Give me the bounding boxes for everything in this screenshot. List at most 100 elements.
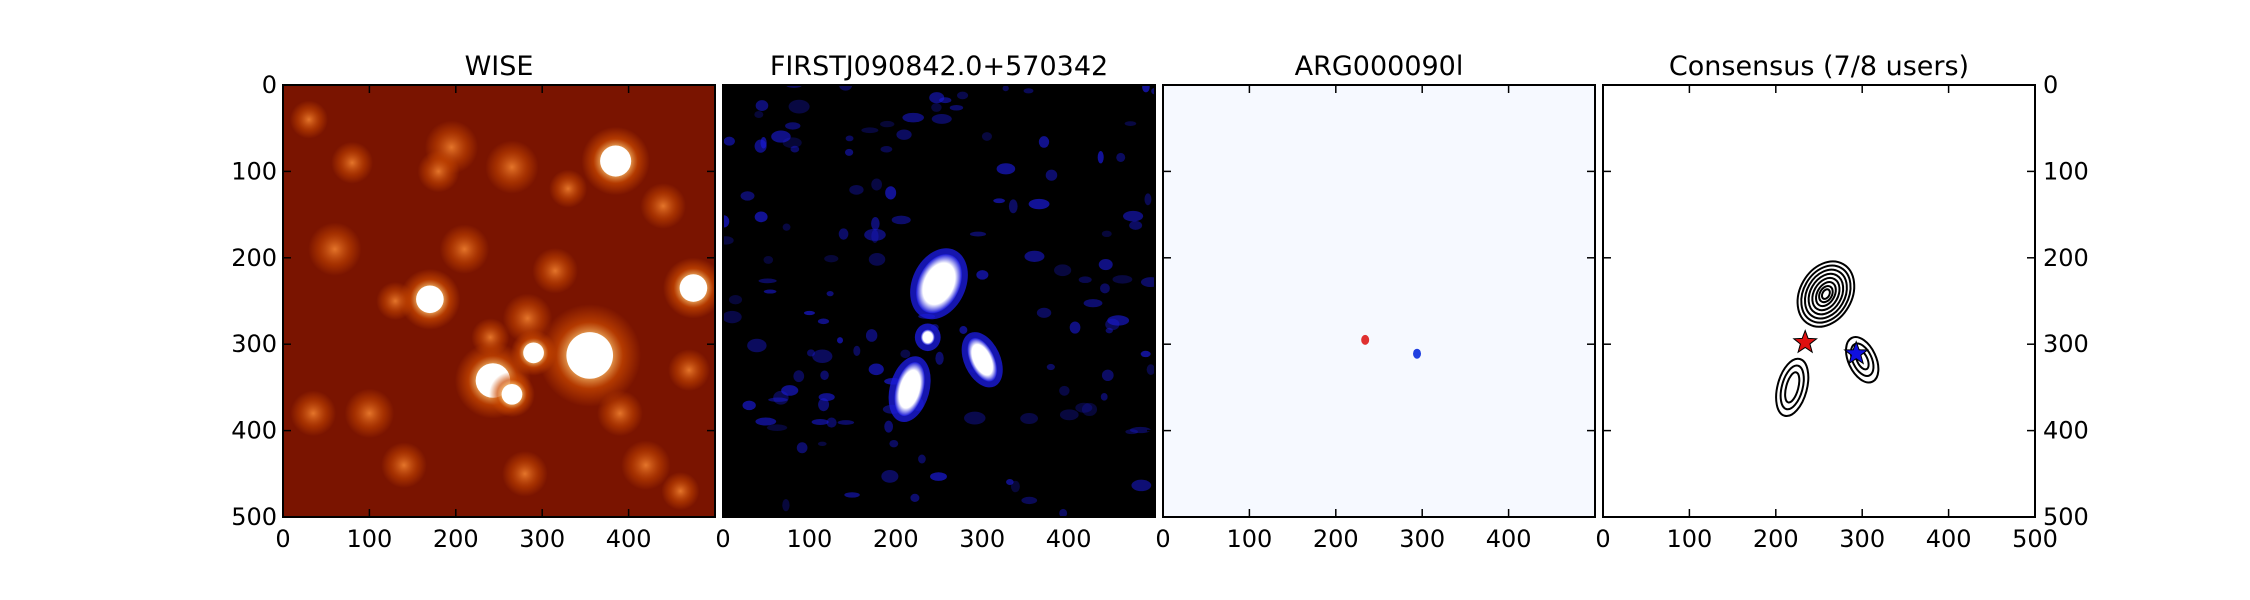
noise-speckle bbox=[754, 111, 764, 119]
noise-speckle bbox=[1125, 429, 1138, 435]
infrared-source-core bbox=[523, 342, 544, 364]
x-tick-label: 0 bbox=[1155, 525, 1170, 553]
x-tick-label: 200 bbox=[1753, 525, 1799, 553]
x-tick-label: 400 bbox=[606, 525, 652, 553]
contour-line bbox=[1818, 285, 1834, 304]
noise-speckle bbox=[861, 127, 879, 134]
noise-speckle bbox=[900, 349, 911, 359]
noise-speckle bbox=[902, 112, 924, 123]
x-tick-label: 400 bbox=[1046, 525, 1092, 553]
x-tick-label: 100 bbox=[786, 525, 832, 553]
noise-speckle bbox=[747, 338, 767, 353]
noise-speckle bbox=[868, 363, 884, 376]
noise-speckle bbox=[849, 184, 864, 195]
infrared-source bbox=[532, 247, 578, 294]
y-tick-label: 200 bbox=[231, 244, 277, 272]
noise-speckle bbox=[785, 122, 801, 130]
y-tick-label: 500 bbox=[2043, 503, 2089, 531]
noise-speckle bbox=[930, 472, 947, 481]
noise-speckle bbox=[1036, 307, 1052, 318]
radio-lobe bbox=[916, 254, 962, 314]
infrared-source bbox=[308, 222, 362, 276]
noise-speckle bbox=[1045, 169, 1058, 181]
noise-speckle bbox=[993, 198, 1006, 204]
noise-speckle bbox=[781, 385, 799, 396]
noise-speckle bbox=[929, 92, 945, 104]
noise-speckle bbox=[773, 390, 789, 405]
noise-speckle bbox=[763, 289, 777, 294]
noise-speckle bbox=[760, 137, 767, 149]
contour-line bbox=[1815, 281, 1837, 308]
noise-speckle bbox=[864, 228, 886, 241]
panel-first-radio: FIRSTJ090842.0+570342 0 100 200 300 400 bbox=[715, 51, 1156, 553]
noise-speckle bbox=[818, 398, 830, 412]
noise-speckle bbox=[782, 137, 802, 149]
x-tick-label: 300 bbox=[1839, 525, 1885, 553]
axes-frame bbox=[722, 84, 1156, 518]
noise-speckle bbox=[1140, 277, 1155, 288]
noise-speckle bbox=[1131, 479, 1152, 492]
noise-speckle bbox=[1059, 385, 1070, 396]
x-tick-label: 200 bbox=[433, 525, 479, 553]
noise-speckle bbox=[723, 136, 735, 146]
panel-consensus: Consensus (7/8 users) 0 100 200 300 400 500 0 1… bbox=[1595, 51, 2088, 553]
noise-speckle bbox=[817, 441, 827, 446]
noise-speckle bbox=[1140, 350, 1151, 358]
noise-speckle bbox=[996, 163, 1016, 175]
x-tick-label: 300 bbox=[1399, 525, 1445, 553]
y-tick-label: 500 bbox=[231, 503, 277, 531]
noise-speckle bbox=[976, 270, 989, 280]
infrared-source bbox=[640, 183, 686, 229]
consensus-star-marker bbox=[1792, 329, 1818, 354]
noise-speckle bbox=[910, 493, 920, 502]
noise-speckle bbox=[839, 85, 853, 91]
noise-speckle bbox=[1023, 88, 1034, 94]
infrared-source bbox=[471, 318, 510, 357]
noise-speckle bbox=[891, 215, 911, 225]
noise-speckle bbox=[763, 255, 774, 264]
noise-speckle bbox=[896, 129, 912, 140]
noise-speckle bbox=[1112, 275, 1133, 284]
noise-speckle bbox=[1078, 276, 1092, 284]
noise-speckle bbox=[865, 329, 878, 342]
noise-speckle bbox=[1116, 152, 1126, 163]
noise-speckle bbox=[766, 424, 788, 431]
noise-speckle bbox=[964, 411, 986, 425]
noise-speckle bbox=[836, 337, 844, 344]
noise-speckle bbox=[1024, 250, 1045, 262]
noise-speckle bbox=[1129, 426, 1151, 434]
noise-speckle bbox=[1028, 198, 1050, 210]
noise-speckle bbox=[1124, 121, 1137, 127]
y-tick-label: 100 bbox=[2043, 157, 2089, 185]
x-tick-label: 200 bbox=[873, 525, 919, 553]
noise-speckle bbox=[1129, 220, 1143, 230]
infrared-source-core bbox=[566, 332, 614, 379]
noise-speckle bbox=[981, 132, 992, 141]
y-tick-label: 200 bbox=[2043, 244, 2089, 272]
axes-frame bbox=[1162, 84, 1596, 518]
noise-speckle bbox=[1144, 193, 1152, 206]
noise-speckle bbox=[1075, 402, 1093, 413]
noise-speckle bbox=[826, 291, 834, 297]
x-tick-label: 400 bbox=[1926, 525, 1972, 553]
noise-speckle bbox=[1098, 259, 1113, 271]
noise-speckle bbox=[754, 211, 768, 223]
noise-speckle bbox=[820, 370, 829, 381]
panel-wise: WISE 0 100 200 300 400 0 100 200 300 400 500 bbox=[231, 51, 716, 553]
noise-speckle bbox=[868, 253, 886, 266]
noise-speckle bbox=[871, 217, 880, 231]
radio-lobe bbox=[894, 362, 925, 417]
noise-speckle bbox=[844, 148, 854, 156]
noise-speckle bbox=[1083, 299, 1103, 308]
contour-line bbox=[1800, 264, 1852, 324]
noise-speckle bbox=[811, 418, 829, 425]
noise-speckle bbox=[889, 439, 899, 448]
noise-speckle bbox=[918, 454, 926, 464]
x-tick-label: 0 bbox=[715, 525, 730, 553]
x-tick-label: 200 bbox=[1313, 525, 1359, 553]
noise-speckle bbox=[881, 470, 899, 483]
y-tick-label: 0 bbox=[262, 71, 277, 99]
noise-speckle bbox=[771, 130, 791, 143]
infrared-source bbox=[289, 100, 328, 139]
